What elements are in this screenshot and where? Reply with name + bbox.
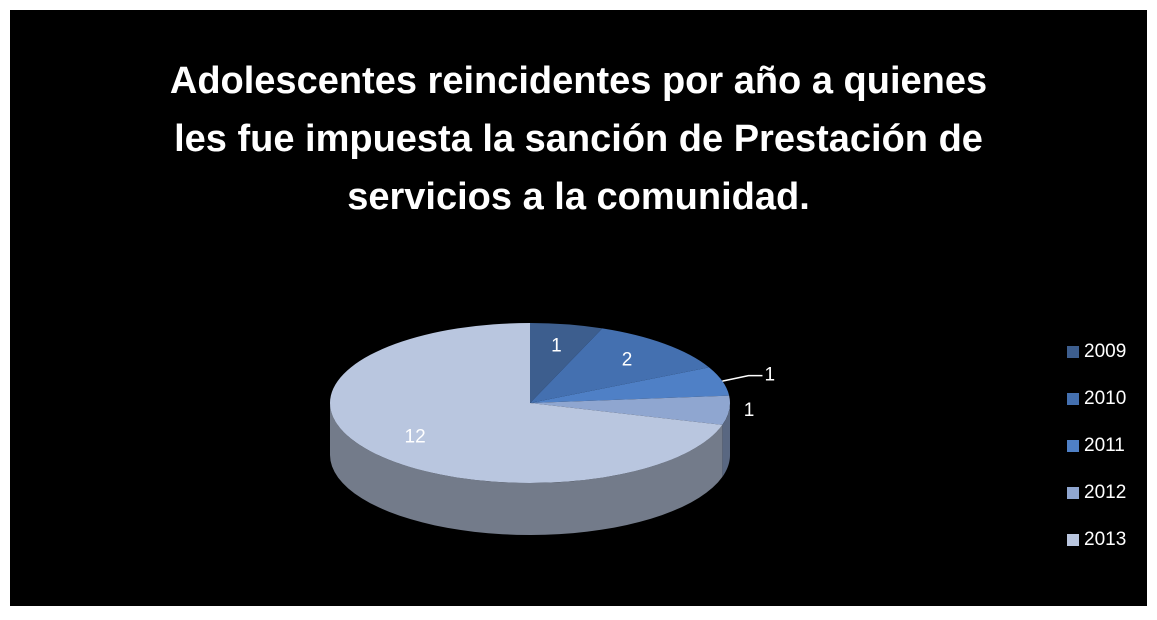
leader-line: [722, 374, 763, 382]
legend-label: 2010: [1084, 388, 1126, 409]
legend-label: 2013: [1084, 529, 1126, 550]
title-line: Adolescentes reincidentes por año a quie…: [169, 60, 988, 102]
pie-slice: [330, 323, 723, 483]
data-label: 1: [551, 335, 562, 356]
legend-swatch: [1067, 534, 1079, 546]
legend-swatch: [1067, 346, 1079, 358]
pie-slice: [530, 323, 603, 403]
legend-swatch: [1067, 487, 1079, 499]
legend-label: 2012: [1084, 482, 1126, 503]
title-line: les fue impuesta la sanción de Prestació…: [174, 118, 983, 160]
legend-swatch: [1067, 440, 1079, 452]
legend-label: 2009: [1084, 341, 1126, 362]
pie-slice: [530, 395, 730, 425]
legend-label: 2011: [1084, 435, 1125, 456]
data-label: 12: [405, 427, 426, 448]
pie-side: [722, 403, 730, 477]
data-label: 2: [622, 349, 633, 370]
title-line: servicios a la comunidad.: [347, 176, 810, 218]
chart-title: Adolescentes reincidentes por año a quie…: [10, 52, 1147, 226]
data-label: 1: [744, 400, 755, 421]
legend-swatch: [1067, 393, 1079, 405]
pie-side: [330, 403, 723, 535]
pie-slice: [530, 328, 710, 403]
pie-slice: [530, 367, 730, 403]
data-label: 1: [764, 365, 775, 386]
